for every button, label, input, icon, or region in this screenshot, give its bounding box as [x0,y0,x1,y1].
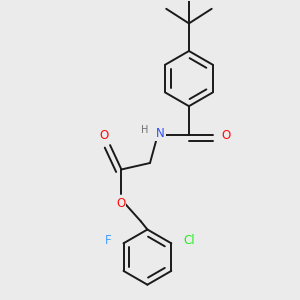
Text: Cl: Cl [183,234,195,247]
Text: H: H [141,124,148,135]
Text: O: O [116,197,125,210]
Text: F: F [105,234,111,247]
Text: N: N [156,127,165,140]
Text: O: O [221,129,230,142]
Text: O: O [100,129,109,142]
